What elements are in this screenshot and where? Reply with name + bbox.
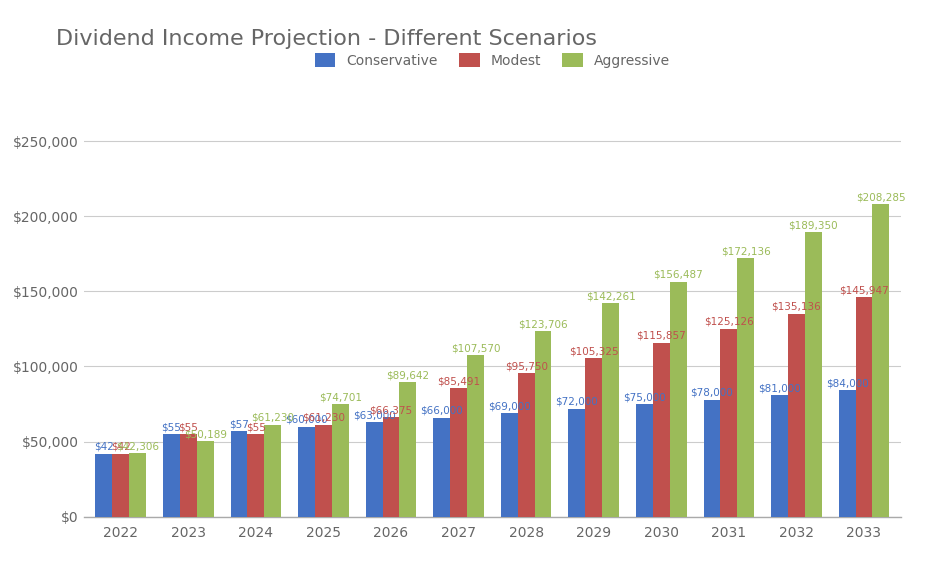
Bar (855, 297, 871, 517)
Text: $189,350: $189,350 (788, 220, 837, 231)
Text: $89,642: $89,642 (386, 370, 429, 380)
Text: $63,000: $63,000 (353, 410, 395, 420)
Text: $75,000: $75,000 (623, 392, 665, 402)
Bar (298, 426, 315, 517)
Text: $57: $57 (229, 419, 249, 429)
Text: $105,325: $105,325 (568, 347, 618, 356)
Bar (636, 404, 652, 517)
Bar (382, 417, 399, 517)
Legend: Conservative, Modest, Aggressive: Conservative, Modest, Aggressive (309, 47, 675, 73)
Text: $95,750: $95,750 (504, 361, 548, 371)
Text: $55: $55 (246, 422, 265, 432)
Text: $66,000: $66,000 (419, 406, 462, 416)
Text: Dividend Income Projection - Different Scenarios: Dividend Income Projection - Different S… (56, 29, 596, 49)
Bar (787, 314, 804, 517)
Text: $145,947: $145,947 (838, 286, 888, 296)
Bar (719, 329, 737, 517)
Text: $125,126: $125,126 (703, 317, 753, 327)
Text: $123,706: $123,706 (518, 319, 567, 329)
Text: $42: $42 (110, 442, 131, 452)
Bar (804, 232, 821, 517)
Text: $107,570: $107,570 (450, 343, 499, 354)
Bar (534, 331, 551, 517)
Bar (601, 303, 618, 517)
Bar (432, 417, 450, 517)
Text: $66,375: $66,375 (369, 405, 412, 415)
Bar (568, 409, 585, 517)
Bar (770, 395, 787, 517)
Bar (331, 405, 348, 517)
Bar (669, 282, 686, 517)
Bar (450, 388, 467, 517)
Text: $85,491: $85,491 (436, 377, 480, 386)
Text: $78,000: $78,000 (690, 387, 732, 398)
Bar (247, 434, 264, 517)
Text: $42: $42 (94, 442, 114, 452)
Bar (162, 434, 180, 517)
Bar (737, 258, 754, 517)
Text: $60,000: $60,000 (285, 415, 328, 425)
Text: $55: $55 (178, 422, 198, 432)
Text: $156,487: $156,487 (652, 270, 702, 280)
Bar (112, 453, 129, 517)
Bar (500, 413, 517, 517)
Bar (230, 431, 247, 517)
Text: $142,261: $142,261 (585, 291, 635, 301)
Text: $172,136: $172,136 (720, 246, 770, 257)
Bar (399, 382, 416, 517)
Bar (180, 434, 197, 517)
Bar (467, 355, 483, 517)
Bar (585, 359, 601, 517)
Bar (702, 400, 719, 517)
Bar (197, 441, 213, 517)
Bar (871, 204, 888, 517)
Bar (129, 453, 146, 517)
Bar (652, 343, 669, 517)
Bar (264, 425, 281, 517)
Bar (366, 422, 382, 517)
Text: $74,701: $74,701 (318, 393, 362, 402)
Bar (96, 453, 112, 517)
Bar (838, 390, 855, 517)
Text: $208,285: $208,285 (855, 192, 905, 202)
Text: $61,230: $61,230 (302, 413, 344, 423)
Bar (517, 373, 534, 517)
Text: $69,000: $69,000 (487, 401, 530, 411)
Text: $84,000: $84,000 (825, 379, 868, 389)
Text: $61,230: $61,230 (251, 413, 294, 423)
Text: $72,000: $72,000 (555, 397, 598, 407)
Text: $81,000: $81,000 (757, 383, 800, 393)
Text: $115,857: $115,857 (636, 331, 686, 341)
Text: $50,189: $50,189 (184, 429, 226, 440)
Bar (315, 425, 331, 517)
Text: $55: $55 (161, 422, 181, 432)
Text: $135,136: $135,136 (770, 302, 820, 312)
Text: $42,306: $42,306 (116, 441, 159, 451)
